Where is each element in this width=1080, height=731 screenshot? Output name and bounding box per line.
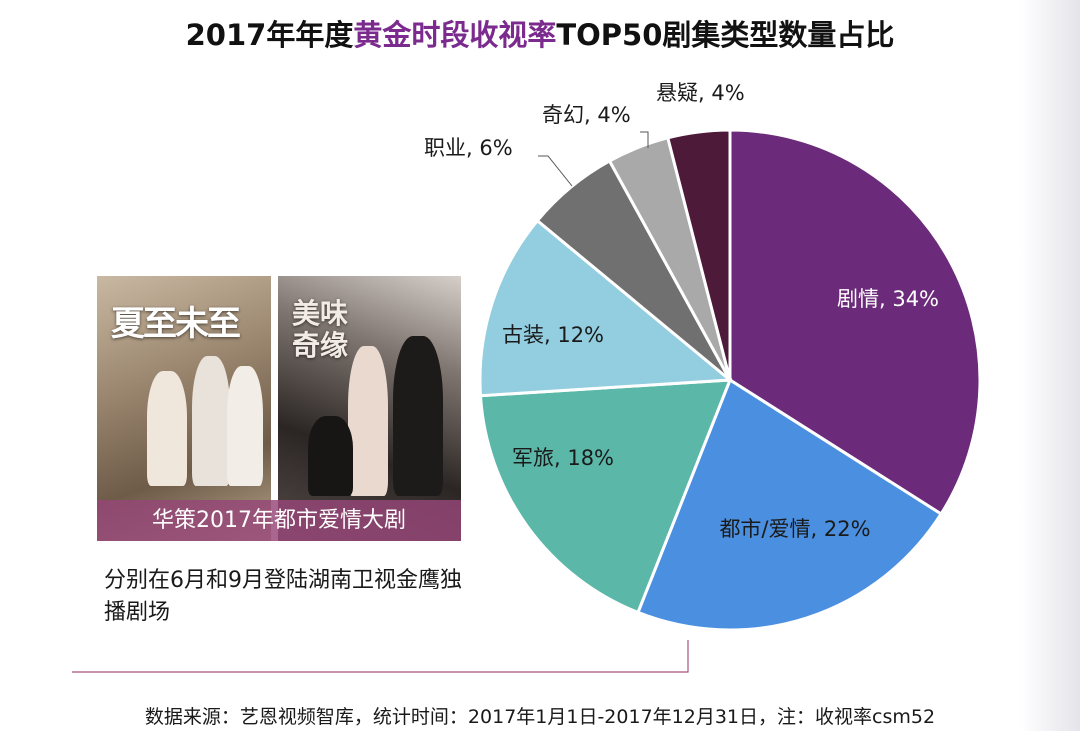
poster-figure — [192, 356, 230, 486]
poster-figure — [348, 346, 388, 496]
poster-group: 夏至未至 美味奇缘 华策2017年都市爱情大剧 — [97, 276, 461, 541]
pie-slice-6 — [666, 128, 732, 381]
poster-image-2: 美味奇缘 — [278, 276, 461, 541]
poster-image-1: 夏至未至 — [97, 276, 271, 541]
pie-leader-line-4 — [538, 155, 573, 187]
title-prefix: 2017年年度 — [185, 18, 354, 52]
poster-figure — [308, 416, 353, 496]
poster-title-1: 夏至未至 — [111, 304, 241, 344]
pie-leader-line-5 — [640, 131, 649, 148]
title-suffix: TOP50剧集类型数量占比 — [556, 18, 895, 52]
background-fade — [1020, 0, 1080, 731]
poster-figure — [393, 336, 443, 496]
title-highlight: 黄金时段收视率 — [353, 18, 557, 52]
poster-figure — [227, 366, 263, 486]
page-title: 2017年年度黄金时段收视率TOP50剧集类型数量占比 — [0, 12, 1080, 54]
source-note: 数据来源：艺恩视频智库，统计时间：2017年1月1日-2017年12月31日，注… — [144, 706, 936, 728]
description-text: 分别在6月和9月登陆湖南卫视金鹰独播剧场 — [104, 568, 462, 625]
pie-labels: 剧情, 34% 都市/爱情, 22% 军旅, 18% 古装, 12% 职业, 6% 奇幻,… — [424, 81, 939, 541]
pie-label-2: 军旅, 18% — [512, 446, 614, 470]
poster-title-2: 美味奇缘 — [292, 297, 349, 362]
pie-label-4: 职业, 6% — [424, 136, 513, 160]
pie-slices — [478, 128, 982, 632]
pie-leader-lines — [538, 131, 649, 187]
pie-label-6: 悬疑, 4% — [656, 81, 745, 105]
pie-slice-3 — [478, 218, 734, 398]
pie-label-0: 剧情, 34% — [837, 287, 939, 311]
pie-label-5: 奇幻, 4% — [542, 103, 631, 127]
pie-label-1: 都市/爱情, 22% — [719, 517, 870, 541]
connector-line — [72, 640, 689, 673]
pie-slice-1 — [636, 377, 944, 632]
poster-figure — [147, 371, 187, 486]
poster-caption: 华策2017年都市爱情大剧 — [97, 500, 461, 541]
pie-label-3: 古装, 12% — [502, 323, 604, 347]
pie-slice-2 — [478, 378, 733, 615]
